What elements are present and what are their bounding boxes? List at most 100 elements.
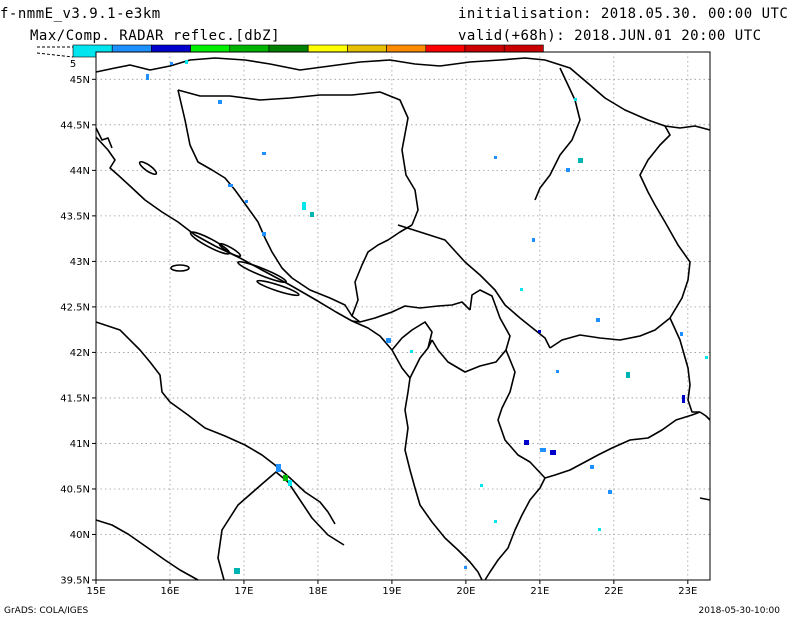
latitude-axis: 45N 44.5N 44N 43.5N 43N 42.5N 42N 41.5N 41N 40.5N… [60, 75, 96, 587]
echo-cell [578, 158, 583, 163]
border-romania-bulgaria [664, 125, 711, 131]
echo-cell [566, 168, 570, 172]
echo-cell [146, 74, 149, 80]
longitude-axis: 15E 16E 17E 18E 19E 20E 21E 22E 23E [86, 580, 697, 597]
echo-cell [302, 202, 306, 210]
radar-echoes [146, 60, 708, 574]
lon-tick-label: 22E [604, 586, 623, 597]
echo-cell [598, 528, 601, 531]
echo-cell [494, 156, 497, 159]
border-danube [439, 57, 546, 67]
echo-cell [680, 332, 683, 336]
lon-tick-label: 17E [234, 586, 253, 597]
island-brac [218, 242, 242, 258]
echo-cell [228, 184, 233, 187]
island-korcula [256, 279, 300, 297]
border-albania-kosovo [427, 339, 433, 349]
colorbar-label: 5 [70, 59, 76, 70]
lat-tick-label: 42N [70, 348, 90, 359]
border-bosnia-serbia [351, 224, 413, 323]
island-hvar [237, 260, 287, 284]
lon-tick-label: 16E [160, 586, 179, 597]
echo-cell [218, 100, 222, 104]
lon-tick-label: 15E [86, 586, 105, 597]
echo-cell [283, 475, 288, 481]
lon-tick-label: 23E [678, 586, 697, 597]
echo-cell [262, 152, 266, 155]
echo-cell [494, 520, 497, 523]
echo-cell [590, 465, 594, 469]
border-north-macedonia-albania [497, 349, 546, 479]
border-serbia-bulgaria [544, 59, 691, 349]
echo-cell [464, 566, 467, 569]
echo-cell [626, 372, 630, 378]
lat-tick-label: 40N [70, 530, 90, 541]
echo-cell [170, 62, 173, 65]
echo-cell [480, 484, 483, 487]
echo-cell [288, 480, 292, 486]
border-croatia-slovenia [95, 57, 441, 73]
lat-tick-label: 40.5N [60, 484, 90, 495]
italy-south-coast [95, 519, 199, 581]
echo-cell [234, 568, 240, 574]
italy-east-coast [95, 321, 336, 525]
lat-tick-label: 44N [70, 166, 90, 177]
border-albania-greece [484, 477, 546, 581]
lat-tick-label: 44.5N [60, 120, 90, 131]
echo-cell [705, 356, 708, 359]
island-cres [138, 160, 158, 176]
lon-tick-label: 21E [530, 586, 549, 597]
echo-cell [262, 232, 266, 236]
islands [138, 160, 300, 297]
render-timestamp: 2018-05-30-10:00 [698, 606, 781, 616]
lat-tick-label: 43N [70, 257, 90, 268]
lat-tick-label: 39.5N [60, 576, 90, 587]
lon-tick-label: 19E [382, 586, 401, 597]
echo-cell [185, 60, 188, 64]
border-bosnia-north [177, 89, 419, 226]
border-north-macedonia-bulgaria [669, 317, 700, 413]
echo-cell [276, 464, 281, 472]
echo-cell [540, 448, 546, 452]
colorbar-leader [36, 52, 74, 58]
echo-cell [310, 212, 314, 217]
echo-cell [538, 330, 541, 333]
greece-coast [699, 411, 711, 421]
valid-time: valid(+68h): 2018.JUN.01 20:00 UTC [458, 28, 762, 44]
island-vis [170, 264, 190, 272]
echo-cell [245, 200, 248, 203]
lon-tick-label: 18E [308, 586, 327, 597]
initialisation-time: initialisation: 2018.05.30. 00:00 UTC [458, 6, 789, 22]
grads-credit: GrADS: COLA/IGES [4, 606, 89, 616]
lat-tick-label: 42.5N [60, 302, 90, 313]
model-title: f-nmmE_v3.9.1-e3km [0, 6, 161, 22]
echo-cell [410, 350, 413, 353]
lat-tick-label: 41N [70, 439, 90, 450]
lat-tick-label: 41.5N [60, 393, 90, 404]
echo-cell [386, 338, 391, 343]
echo-cell [608, 490, 612, 494]
echo-cell [550, 450, 556, 455]
albania-coast [404, 377, 483, 581]
border-north-macedonia-greece [544, 411, 701, 479]
echo-cell [524, 440, 529, 445]
border-montenegro [359, 301, 471, 323]
plot-area [95, 51, 711, 581]
border-croatia-bosnia-north [177, 89, 293, 279]
product-title: Max/Comp. RADAR reflec.[dbZ] [30, 28, 281, 44]
echo-cell [682, 395, 685, 403]
lon-tick-label: 20E [456, 586, 475, 597]
echo-cell [596, 318, 600, 322]
border-montenegro-albania [391, 321, 433, 379]
border-montenegro-coast [351, 320, 361, 323]
border-serbia-romania [534, 67, 581, 201]
echo-cell [532, 238, 535, 242]
echo-cell [556, 370, 559, 373]
echo-cell [574, 98, 577, 101]
echo-cell [520, 288, 523, 291]
lat-tick-label: 43.5N [60, 211, 90, 222]
border-croatia-bosnia-south [291, 277, 353, 317]
istria-coast [95, 127, 113, 149]
lat-tick-label: 45N [70, 75, 90, 86]
